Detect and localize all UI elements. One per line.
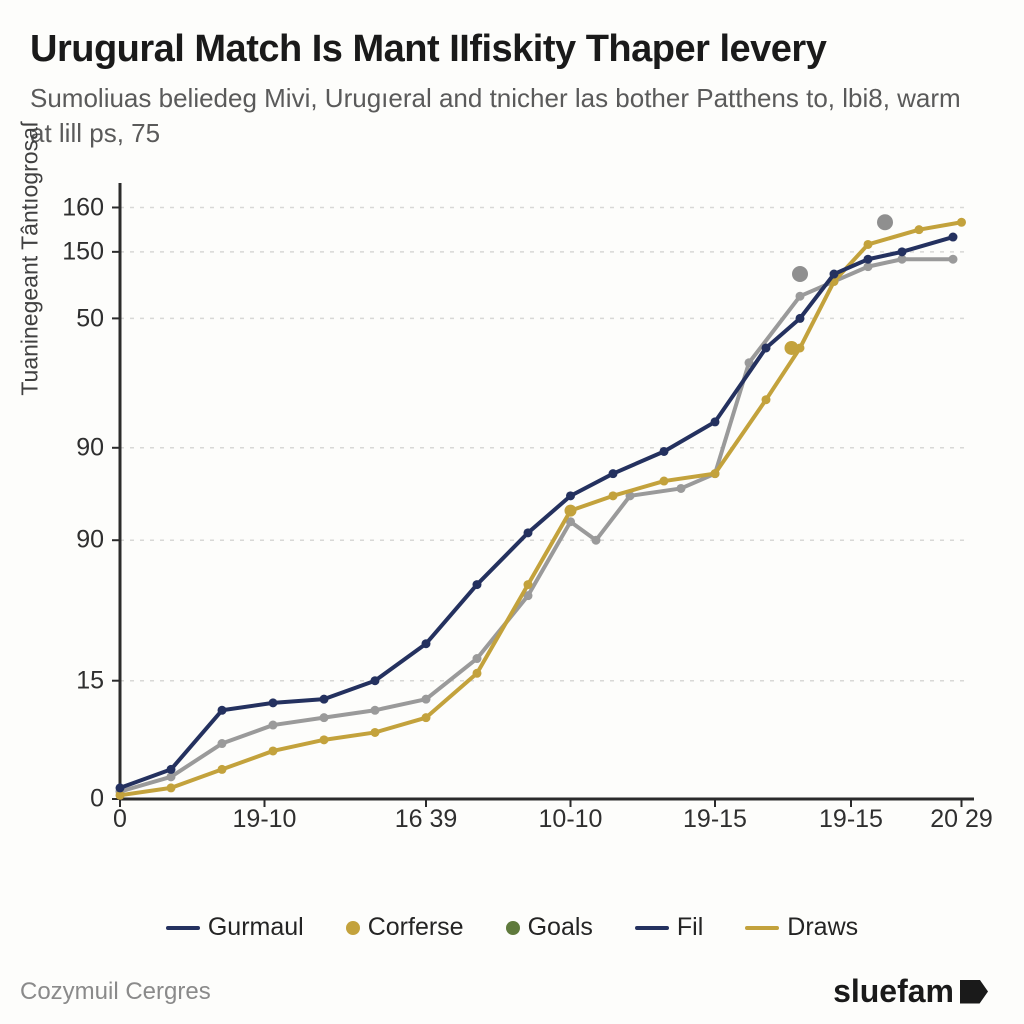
legend-label: Corferse bbox=[368, 913, 464, 942]
chart-title: Urugural Match Is Mant IIfiskity Thaper … bbox=[30, 28, 984, 71]
y-tick-label: 90 bbox=[76, 526, 114, 555]
y-tick-label: 90 bbox=[76, 433, 114, 462]
x-tick-label: 19-15 bbox=[819, 805, 883, 834]
brand-logo: sluefam bbox=[833, 973, 988, 1010]
y-tick-label: 50 bbox=[76, 304, 114, 333]
legend: Gurmaul Corferse Goals Fil Draws bbox=[0, 913, 1024, 942]
y-tick-label: 160 bbox=[62, 193, 114, 222]
legend-line-swatch bbox=[166, 926, 200, 930]
legend-label: Gurmaul bbox=[208, 913, 304, 942]
legend-item: Draws bbox=[745, 913, 858, 942]
source-credit: Cozymuil Cergres bbox=[20, 978, 211, 1006]
chart-area: Tuaninegeant Tântıogrosaſ 16015050909015… bbox=[40, 169, 980, 869]
x-tick-label: 19-10 bbox=[233, 805, 297, 834]
brand-text: sluefam bbox=[833, 973, 954, 1010]
legend-item: Fil bbox=[635, 913, 703, 942]
x-tick-label: 10-10 bbox=[539, 805, 603, 834]
y-tick-label: 150 bbox=[62, 238, 114, 267]
x-tick-label: 0 bbox=[113, 805, 127, 834]
line-chart bbox=[40, 169, 980, 869]
x-tick-label: 20 29 bbox=[930, 805, 993, 834]
y-tick-label: 0 bbox=[90, 785, 114, 814]
legend-item: Goals bbox=[506, 913, 593, 942]
legend-line-swatch bbox=[745, 926, 779, 930]
y-tick-label: 15 bbox=[76, 666, 114, 695]
legend-dot-swatch bbox=[346, 921, 360, 935]
legend-dot-swatch bbox=[506, 921, 520, 935]
x-tick-label: 19-15 bbox=[683, 805, 747, 834]
legend-label: Fil bbox=[677, 913, 703, 942]
x-tick-label: 16 39 bbox=[395, 805, 458, 834]
legend-label: Goals bbox=[528, 913, 593, 942]
legend-item: Corferse bbox=[346, 913, 464, 942]
legend-item: Gurmaul bbox=[166, 913, 304, 942]
brand-arrow-icon bbox=[960, 980, 988, 1004]
chart-subtitle: Sumoliuas beliedeg Mivi, Urugıeral and t… bbox=[30, 81, 984, 151]
legend-label: Draws bbox=[787, 913, 858, 942]
legend-line-swatch bbox=[635, 926, 669, 930]
